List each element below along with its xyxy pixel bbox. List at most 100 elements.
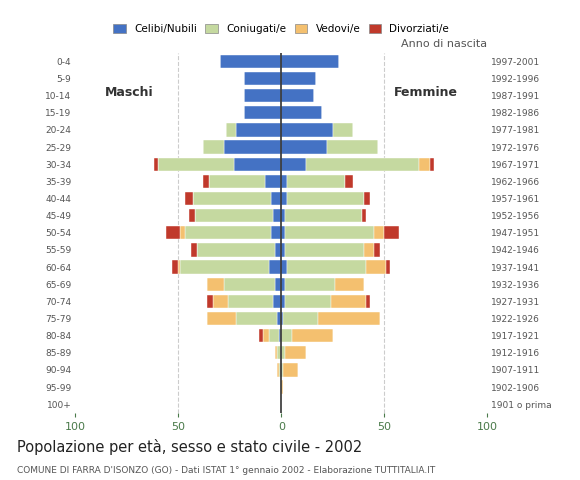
- Bar: [281, 312, 284, 325]
- Bar: [419, 157, 430, 171]
- Bar: [273, 209, 281, 222]
- Bar: [195, 209, 273, 222]
- Bar: [281, 192, 288, 205]
- Bar: [284, 312, 318, 325]
- Bar: [226, 123, 236, 137]
- Bar: [366, 260, 386, 274]
- Bar: [333, 123, 353, 137]
- Bar: [236, 312, 277, 325]
- Text: Anno di nascita: Anno di nascita: [401, 39, 487, 49]
- Bar: [244, 106, 281, 120]
- Bar: [180, 226, 184, 240]
- Bar: [279, 329, 281, 342]
- Bar: [327, 141, 378, 154]
- Bar: [279, 363, 281, 377]
- Bar: [281, 55, 339, 68]
- Bar: [366, 295, 370, 308]
- Bar: [172, 260, 178, 274]
- Bar: [335, 277, 364, 291]
- Bar: [384, 226, 398, 240]
- Bar: [277, 312, 281, 325]
- Bar: [224, 277, 275, 291]
- Bar: [203, 175, 209, 188]
- Bar: [207, 312, 236, 325]
- Bar: [277, 346, 281, 360]
- Bar: [288, 260, 366, 274]
- Bar: [281, 106, 322, 120]
- Bar: [281, 295, 285, 308]
- Bar: [203, 141, 224, 154]
- Bar: [430, 157, 434, 171]
- Bar: [197, 243, 275, 257]
- Bar: [306, 157, 419, 171]
- Bar: [281, 141, 327, 154]
- Bar: [331, 295, 366, 308]
- Bar: [275, 277, 281, 291]
- Bar: [275, 243, 281, 257]
- Bar: [275, 346, 277, 360]
- Bar: [180, 260, 269, 274]
- Bar: [193, 192, 271, 205]
- Bar: [191, 243, 197, 257]
- Bar: [285, 226, 374, 240]
- Bar: [271, 192, 281, 205]
- Bar: [273, 295, 281, 308]
- Bar: [345, 175, 353, 188]
- Text: COMUNE DI FARRA D'ISONZO (GO) - Dati ISTAT 1° gennaio 2002 - Elaborazione TUTTIT: COMUNE DI FARRA D'ISONZO (GO) - Dati IST…: [17, 466, 436, 475]
- Bar: [374, 243, 380, 257]
- Bar: [188, 209, 195, 222]
- Bar: [244, 72, 281, 85]
- Bar: [281, 346, 285, 360]
- Bar: [269, 329, 279, 342]
- Bar: [259, 329, 263, 342]
- Bar: [281, 260, 288, 274]
- Bar: [281, 123, 333, 137]
- Bar: [269, 260, 281, 274]
- Bar: [374, 226, 384, 240]
- Bar: [364, 243, 374, 257]
- Bar: [361, 209, 366, 222]
- Bar: [281, 89, 314, 102]
- Bar: [263, 329, 269, 342]
- Bar: [207, 295, 213, 308]
- Bar: [281, 329, 292, 342]
- Text: Maschi: Maschi: [104, 86, 153, 99]
- Bar: [234, 157, 281, 171]
- Bar: [219, 55, 281, 68]
- Bar: [277, 363, 279, 377]
- Text: Femmine: Femmine: [393, 86, 458, 99]
- Bar: [281, 157, 306, 171]
- Bar: [158, 157, 234, 171]
- Bar: [285, 346, 306, 360]
- Bar: [207, 277, 224, 291]
- Bar: [285, 277, 335, 291]
- Legend: Celibi/Nubili, Coniugati/e, Vedovi/e, Divorziati/e: Celibi/Nubili, Coniugati/e, Vedovi/e, Di…: [111, 22, 451, 36]
- Bar: [184, 192, 193, 205]
- Bar: [271, 226, 281, 240]
- Bar: [281, 72, 316, 85]
- Bar: [265, 175, 281, 188]
- Bar: [281, 363, 284, 377]
- Bar: [236, 123, 281, 137]
- Bar: [166, 226, 180, 240]
- Bar: [178, 260, 180, 274]
- Bar: [224, 141, 281, 154]
- Bar: [285, 209, 361, 222]
- Bar: [284, 363, 298, 377]
- Bar: [213, 295, 228, 308]
- Bar: [281, 175, 288, 188]
- Bar: [184, 226, 271, 240]
- Text: Popolazione per età, sesso e stato civile - 2002: Popolazione per età, sesso e stato civil…: [17, 439, 362, 455]
- Bar: [281, 243, 285, 257]
- Bar: [281, 226, 285, 240]
- Bar: [364, 192, 370, 205]
- Bar: [288, 192, 364, 205]
- Bar: [244, 89, 281, 102]
- Bar: [281, 380, 284, 394]
- Bar: [386, 260, 390, 274]
- Bar: [292, 329, 333, 342]
- Bar: [285, 295, 331, 308]
- Bar: [154, 157, 158, 171]
- Bar: [228, 295, 273, 308]
- Bar: [318, 312, 380, 325]
